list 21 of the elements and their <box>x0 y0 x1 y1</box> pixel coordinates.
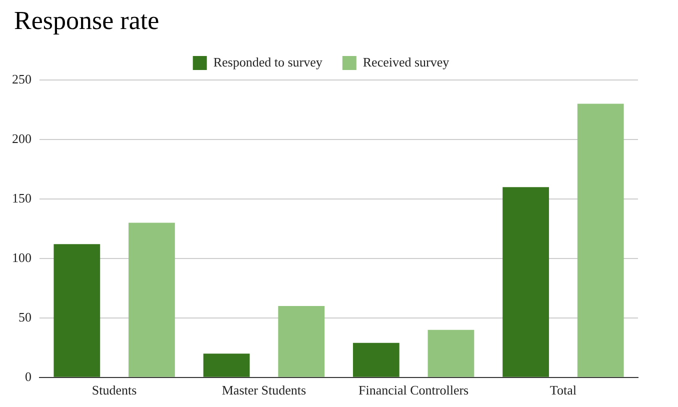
legend-label: Received survey <box>362 54 450 70</box>
x-tick-label: Financial Controllers <box>358 382 469 398</box>
bar <box>203 354 250 377</box>
legend-label: Responded to survey <box>213 54 323 70</box>
x-tick-label: Students <box>92 382 137 398</box>
bar <box>577 104 624 377</box>
y-tick-label: 150 <box>12 190 32 206</box>
bar <box>54 244 100 377</box>
y-tick-label: 200 <box>12 130 32 146</box>
y-tick-label: 100 <box>12 250 32 265</box>
bar <box>352 342 400 377</box>
bar <box>428 330 474 377</box>
y-tick-label: 0 <box>25 368 32 384</box>
y-tick-label: 250 <box>12 71 32 86</box>
bar <box>128 222 175 377</box>
chart-title: Response rate <box>14 6 160 36</box>
y-tick-label: 50 <box>18 309 32 324</box>
bar <box>502 187 549 377</box>
x-tick-label: Master Students <box>222 382 306 398</box>
x-tick-label: Total <box>550 382 577 398</box>
bar <box>278 306 325 377</box>
